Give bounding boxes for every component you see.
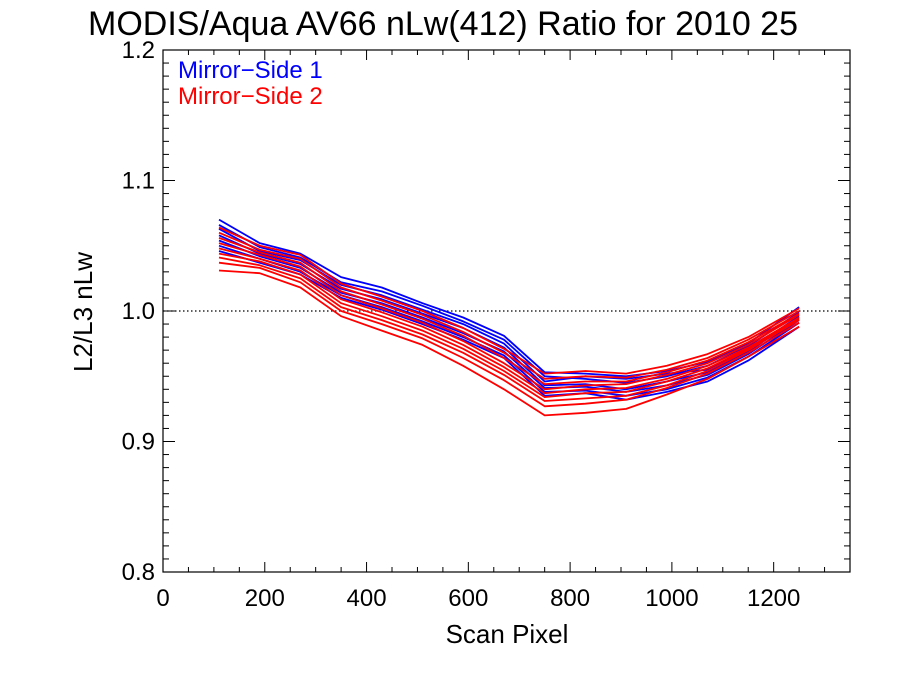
y-tick-label: 1.2 bbox=[122, 37, 155, 64]
y-tick-label: 0.9 bbox=[122, 429, 155, 456]
series-line-11 bbox=[218, 261, 800, 408]
plot-area bbox=[162, 49, 851, 573]
series-line-10 bbox=[218, 252, 800, 399]
chart-title: MODIS/Aqua AV66 nLw(412) Ratio for 2010 … bbox=[88, 5, 798, 43]
x-tick-label: 1000 bbox=[645, 585, 698, 612]
series-line-9 bbox=[218, 242, 800, 391]
x-tick-label: 200 bbox=[245, 585, 285, 612]
y-axis-label: L2/L3 nLw bbox=[68, 252, 98, 372]
series-line-8 bbox=[218, 231, 800, 380]
x-tick-label: 800 bbox=[550, 585, 590, 612]
series-line-14 bbox=[218, 269, 800, 417]
x-tick-label: 400 bbox=[347, 585, 387, 612]
x-tick-label: 600 bbox=[448, 585, 488, 612]
legend-entry-mirror-side-1: Mirror−Side 1 bbox=[178, 57, 323, 84]
legend: Mirror−Side 1 Mirror−Side 2 bbox=[178, 57, 323, 110]
x-tick-label: 0 bbox=[156, 585, 169, 612]
x-axis-label: Scan Pixel bbox=[446, 619, 569, 649]
axis-ticks: 0 200 400 600 800 1000 1200 0.8 0.9 1.0 1.1 1.2 bbox=[122, 37, 850, 612]
series-line-12 bbox=[218, 226, 800, 375]
legend-entry-mirror-side-2: Mirror−Side 2 bbox=[178, 83, 323, 110]
x-tick-label: 1200 bbox=[747, 585, 800, 612]
y-tick-label: 1.0 bbox=[122, 298, 155, 325]
y-tick-label: 0.8 bbox=[122, 559, 155, 586]
y-tick-label: 1.1 bbox=[122, 168, 155, 195]
series-group bbox=[218, 218, 800, 417]
series-line-16 bbox=[218, 256, 800, 402]
series-line-13 bbox=[218, 247, 800, 395]
plot-frame bbox=[162, 49, 851, 573]
series-line-15 bbox=[218, 237, 800, 386]
